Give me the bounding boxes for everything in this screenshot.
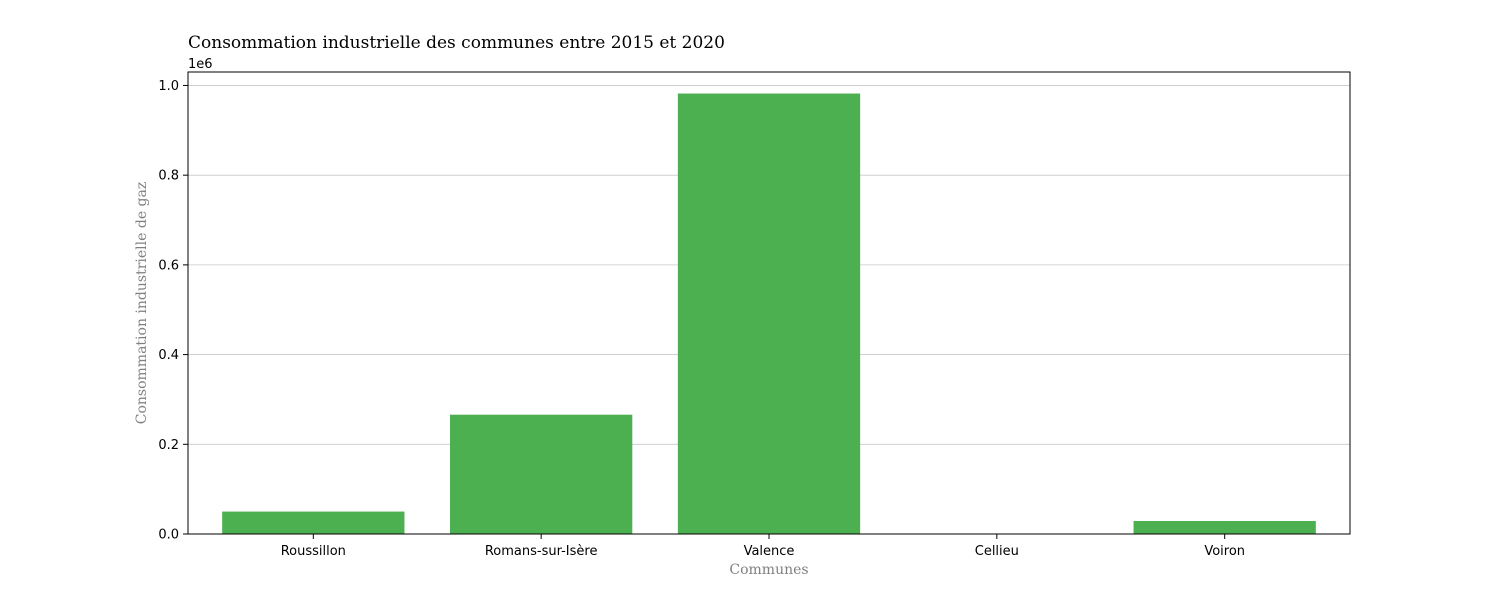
x-tick-label: Roussillon: [281, 544, 346, 559]
y-tick-label: 0.8: [158, 169, 179, 184]
x-tick-label: Voiron: [1204, 544, 1245, 559]
y-tick-label: 1.0: [158, 79, 179, 94]
y-tick-label: 0.2: [158, 438, 179, 453]
y-tick-label: 0.0: [158, 528, 179, 543]
y-tick-label: 0.4: [158, 348, 179, 363]
x-axis-label: Communes: [729, 562, 808, 578]
y-axis-offset-label: 1e6: [188, 57, 213, 72]
bar-romans-sur-is-re: [450, 414, 633, 534]
bar-voiron: [1133, 520, 1316, 534]
x-axis-ticks: Roussillon Romans-sur-Isère Valence Cellieu…: [281, 534, 1245, 559]
x-tick-label: Romans-sur-Isère: [485, 544, 598, 559]
bar-roussillon: [222, 511, 405, 534]
y-axis-ticks: 0.0 0.2 0.4 0.6 0.8 1.0: [158, 79, 188, 543]
x-tick-label: Valence: [744, 544, 795, 559]
bar-valence: [677, 93, 861, 535]
y-axis-label: Consommation industrielle de gaz: [134, 182, 150, 424]
y-tick-label: 0.6: [158, 258, 179, 273]
bars: [222, 93, 1316, 535]
chart-title: Consommation industrielle des communes e…: [188, 33, 725, 53]
x-tick-label: Cellieu: [975, 544, 1019, 559]
